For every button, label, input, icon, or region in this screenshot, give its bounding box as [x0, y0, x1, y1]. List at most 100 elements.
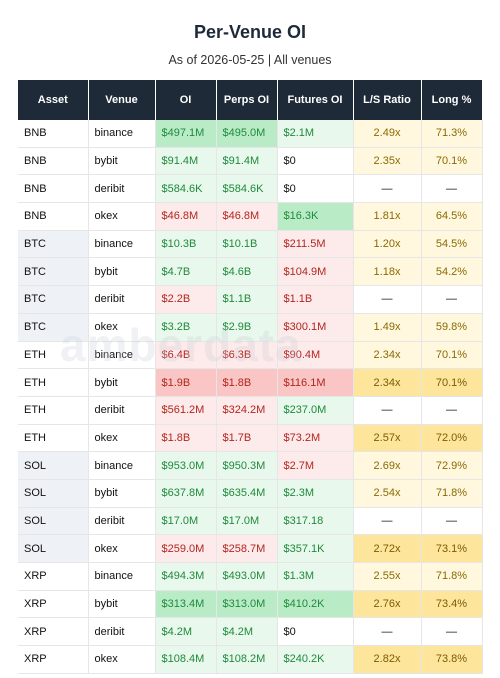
- table-cell: 70.1%: [421, 147, 483, 176]
- table-cell: BTC: [18, 285, 89, 314]
- table-cell: 2.72x: [353, 534, 422, 563]
- table-row: BNB okex $46.8M $46.8M $16.3K 1.81x 64.5%: [18, 202, 483, 231]
- table-cell: 71.8%: [421, 479, 483, 508]
- table-cell: 71.3%: [421, 120, 483, 148]
- table-cell: 2.54x: [353, 479, 422, 508]
- column-header: L/S Ratio: [353, 80, 422, 120]
- table-cell: $16.3K: [277, 202, 354, 231]
- table-cell: —: [421, 396, 483, 425]
- table-cell: —: [353, 396, 422, 425]
- table-row: XRP okex $108.4M $108.2M $240.2K 2.82x 73.8%: [18, 645, 483, 674]
- table-cell: ETH: [18, 368, 89, 397]
- table-cell: $17.0M: [216, 507, 278, 536]
- table-cell: $1.8B: [216, 368, 278, 397]
- table-cell: BNB: [18, 120, 89, 148]
- table-cell: $2.9B: [216, 313, 278, 342]
- table-cell: —: [353, 174, 422, 204]
- table-cell: $3.2B: [155, 313, 217, 342]
- table-row: SOL bybit $637.8M $635.4M $2.3M 2.54x 71.8%: [18, 479, 483, 508]
- table-cell: $237.0M: [277, 396, 354, 425]
- table-cell: $497.1M: [155, 120, 217, 148]
- table-row: XRP binance $494.3M $493.0M $1.3M 2.55x 71.8%: [18, 562, 483, 591]
- table-cell: $10.3B: [155, 230, 217, 259]
- column-header: Venue: [88, 80, 156, 120]
- table-cell: BNB: [18, 174, 89, 204]
- table-cell: deribit: [88, 617, 156, 647]
- table-cell: okex: [88, 424, 156, 453]
- column-header: Asset: [18, 80, 89, 120]
- table-cell: okex: [88, 202, 156, 231]
- table-cell: $46.8M: [155, 202, 217, 231]
- table-cell: $1.1B: [277, 285, 354, 314]
- table-cell: $104.9M: [277, 257, 354, 287]
- table-cell: bybit: [88, 479, 156, 508]
- table-cell: $584.6K: [155, 174, 217, 204]
- table-row: SOL deribit $17.0M $17.0M $317.18— —: [18, 507, 483, 536]
- table-cell: XRP: [18, 562, 89, 591]
- table-cell: $46.8M: [216, 202, 278, 231]
- table-cell: 59.8%: [421, 313, 483, 342]
- table-cell: $300.1M: [277, 313, 354, 342]
- table-cell: $495.0M: [216, 120, 278, 148]
- table-cell: 2.34x: [353, 368, 422, 397]
- table-cell: 2.57x: [353, 424, 422, 453]
- table-cell: $91.4M: [155, 147, 217, 176]
- table-cell: ETH: [18, 396, 89, 425]
- table-cell: —: [353, 617, 422, 647]
- table-row: BNB deribit $584.6K $584.6K $0— —: [18, 174, 483, 204]
- table-row: BNB binance $497.1M $495.0M $2.1M 2.49x 71.3%: [18, 120, 483, 148]
- table-cell: XRP: [18, 645, 89, 674]
- table-cell: 70.1%: [421, 341, 483, 370]
- table-cell: 2.55x: [353, 562, 422, 591]
- table-cell: 71.8%: [421, 562, 483, 591]
- table-cell: $108.4M: [155, 645, 217, 674]
- table-cell: $313.0M: [216, 590, 278, 619]
- table-cell: $4.2M: [216, 617, 278, 647]
- table-row: SOL okex $259.0M $258.7M $357.1K 2.72x 73.1%: [18, 534, 483, 563]
- table-cell: —: [421, 285, 483, 314]
- table-cell: SOL: [18, 507, 89, 536]
- table-cell: $637.8M: [155, 479, 217, 508]
- table-cell: $324.2M: [216, 396, 278, 425]
- table-cell: deribit: [88, 507, 156, 536]
- table-cell: $211.5M: [277, 230, 354, 259]
- table-cell: deribit: [88, 174, 156, 204]
- table-cell: $258.7M: [216, 534, 278, 563]
- table-cell: $953.0M: [155, 451, 217, 480]
- table-cell: $357.1K: [277, 534, 354, 563]
- table-cell: —: [421, 617, 483, 647]
- table-row: ETH bybit $1.9B $1.8B $116.1M 2.34x 70.1%: [18, 368, 483, 397]
- table-cell: okex: [88, 313, 156, 342]
- table-cell: BTC: [18, 257, 89, 287]
- column-header: Perps OI: [216, 80, 278, 120]
- table-cell: $73.2M: [277, 424, 354, 453]
- table-cell: SOL: [18, 479, 89, 508]
- table-row: ETH okex $1.8B $1.7B $73.2M 2.57x 72.0%: [18, 424, 483, 453]
- table-cell: $259.0M: [155, 534, 217, 563]
- table-cell: ETH: [18, 424, 89, 453]
- table-cell: $0: [277, 174, 354, 204]
- table-cell: $494.3M: [155, 562, 217, 591]
- table-cell: $635.4M: [216, 479, 278, 508]
- table-cell: $240.2K: [277, 645, 354, 674]
- table-cell: $2.7M: [277, 451, 354, 480]
- table-cell: BTC: [18, 230, 89, 259]
- table-cell: 1.81x: [353, 202, 422, 231]
- table-row: XRP deribit $4.2M $4.2M $0— —: [18, 617, 483, 647]
- table-cell: 2.82x: [353, 645, 422, 674]
- table-cell: deribit: [88, 396, 156, 425]
- table-cell: —: [353, 507, 422, 536]
- table-cell: BTC: [18, 313, 89, 342]
- table-cell: 73.4%: [421, 590, 483, 619]
- table-cell: $0: [277, 147, 354, 176]
- table-row: XRP bybit $313.4M $313.0M $410.2K 2.76x 73.4%: [18, 590, 483, 619]
- table-cell: $317.18: [277, 507, 354, 536]
- table-cell: 73.1%: [421, 534, 483, 563]
- table-cell: $313.4M: [155, 590, 217, 619]
- table-cell: binance: [88, 120, 156, 148]
- table-cell: binance: [88, 451, 156, 480]
- table-row: BTC okex $3.2B $2.9B $300.1M 1.49x 59.8%: [18, 313, 483, 342]
- table-cell: 54.5%: [421, 230, 483, 259]
- table-row: BNB bybit $91.4M $91.4M $0 2.35x 70.1%: [18, 147, 483, 176]
- table-cell: $950.3M: [216, 451, 278, 480]
